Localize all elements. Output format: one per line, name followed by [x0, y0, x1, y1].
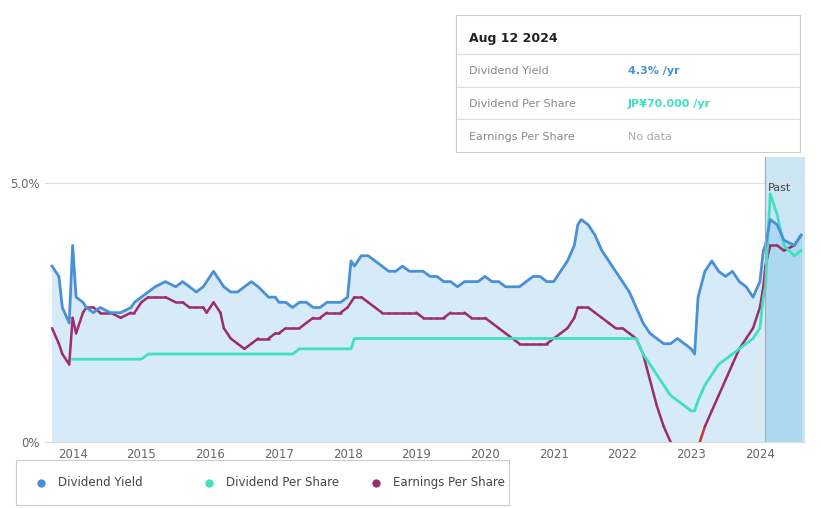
Text: Dividend Per Share: Dividend Per Share [226, 476, 339, 489]
Text: Earnings Per Share: Earnings Per Share [393, 476, 505, 489]
Text: 4.3% /yr: 4.3% /yr [628, 66, 680, 76]
Text: JP¥70.000 /yr: JP¥70.000 /yr [628, 99, 711, 109]
Bar [765, 157, 805, 442]
Text: Aug 12 2024: Aug 12 2024 [470, 31, 558, 45]
Text: Earnings Per Share: Earnings Per Share [470, 132, 576, 142]
Text: No data: No data [628, 132, 672, 142]
Text: Dividend Per Share: Dividend Per Share [470, 99, 576, 109]
Text: Dividend Yield: Dividend Yield [58, 476, 143, 489]
Text: Dividend Yield: Dividend Yield [470, 66, 549, 76]
Text: Past: Past [768, 183, 791, 194]
